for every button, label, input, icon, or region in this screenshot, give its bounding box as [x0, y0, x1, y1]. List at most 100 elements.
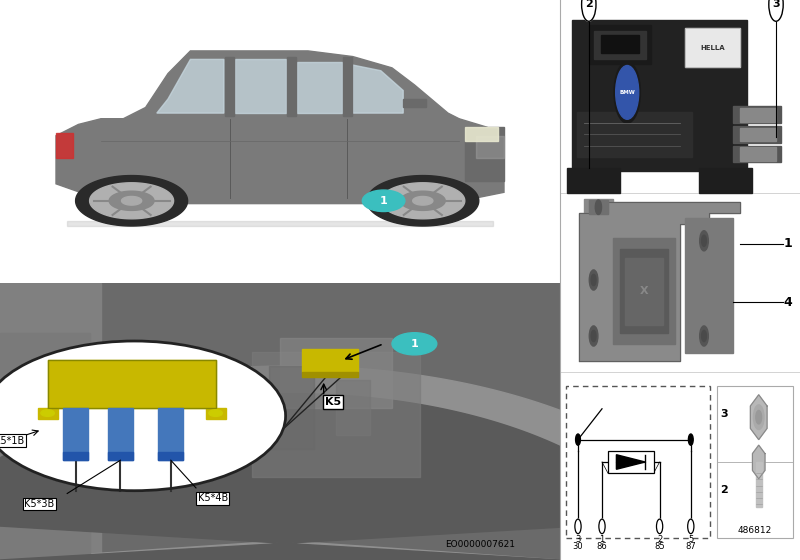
Polygon shape: [620, 249, 668, 333]
Polygon shape: [110, 191, 154, 211]
Circle shape: [616, 66, 638, 119]
Polygon shape: [589, 25, 651, 64]
Circle shape: [702, 330, 706, 342]
Circle shape: [599, 519, 605, 534]
Polygon shape: [625, 258, 663, 325]
Polygon shape: [280, 338, 392, 408]
Text: 1: 1: [599, 535, 605, 544]
Polygon shape: [302, 371, 358, 377]
Text: X: X: [640, 286, 648, 296]
Text: HELLA: HELLA: [700, 45, 725, 50]
Circle shape: [614, 62, 641, 123]
Polygon shape: [225, 57, 234, 116]
Polygon shape: [685, 218, 733, 353]
Text: BMW: BMW: [619, 90, 635, 95]
Text: 85: 85: [654, 542, 665, 551]
Polygon shape: [252, 352, 420, 477]
Polygon shape: [465, 127, 504, 181]
Text: 86: 86: [597, 542, 607, 551]
FancyBboxPatch shape: [566, 386, 710, 538]
Circle shape: [0, 341, 286, 491]
Polygon shape: [733, 126, 781, 143]
Text: 1: 1: [380, 196, 387, 206]
Polygon shape: [403, 99, 426, 108]
Circle shape: [591, 330, 596, 342]
Circle shape: [688, 434, 693, 445]
Circle shape: [590, 326, 598, 346]
Polygon shape: [685, 28, 740, 67]
Circle shape: [688, 519, 694, 534]
Text: 5: 5: [688, 535, 694, 544]
Circle shape: [591, 274, 596, 286]
Polygon shape: [101, 51, 459, 119]
Circle shape: [769, 0, 783, 21]
Polygon shape: [750, 395, 767, 440]
Polygon shape: [401, 191, 446, 211]
Circle shape: [575, 519, 581, 534]
Polygon shape: [56, 119, 504, 204]
Polygon shape: [63, 408, 88, 460]
Circle shape: [700, 326, 708, 346]
Circle shape: [700, 231, 708, 251]
Polygon shape: [740, 147, 776, 161]
Text: 1: 1: [410, 339, 418, 349]
Circle shape: [756, 410, 762, 424]
Polygon shape: [0, 283, 560, 560]
Polygon shape: [157, 59, 224, 113]
Circle shape: [702, 235, 706, 246]
Polygon shape: [342, 57, 352, 116]
Circle shape: [754, 405, 764, 430]
Text: EO0000007621: EO0000007621: [446, 540, 515, 549]
Text: 3: 3: [720, 409, 728, 419]
Polygon shape: [206, 408, 226, 419]
Polygon shape: [381, 183, 465, 219]
Polygon shape: [122, 197, 142, 205]
Polygon shape: [286, 57, 296, 116]
Polygon shape: [48, 361, 216, 408]
Circle shape: [209, 410, 222, 417]
Polygon shape: [740, 108, 776, 122]
Polygon shape: [158, 408, 183, 460]
Text: K5*1B: K5*1B: [0, 436, 25, 446]
Text: 2: 2: [585, 0, 593, 10]
Text: 87: 87: [686, 542, 696, 551]
Circle shape: [392, 333, 437, 355]
Polygon shape: [353, 65, 403, 113]
Text: 30: 30: [573, 542, 583, 551]
Circle shape: [41, 410, 54, 417]
Polygon shape: [108, 452, 133, 460]
Polygon shape: [90, 183, 174, 219]
Polygon shape: [297, 62, 342, 113]
Text: 1: 1: [784, 237, 792, 250]
Text: 4: 4: [784, 296, 792, 309]
Text: K5: K5: [325, 397, 342, 407]
Polygon shape: [577, 112, 692, 157]
Polygon shape: [38, 408, 58, 419]
Polygon shape: [0, 283, 101, 560]
Polygon shape: [733, 146, 781, 162]
Polygon shape: [158, 452, 183, 460]
Polygon shape: [476, 136, 504, 158]
Circle shape: [362, 190, 405, 212]
Polygon shape: [413, 197, 433, 205]
Polygon shape: [755, 462, 762, 507]
Polygon shape: [367, 175, 478, 226]
Polygon shape: [572, 20, 747, 171]
Polygon shape: [733, 106, 781, 123]
Polygon shape: [465, 127, 498, 141]
Polygon shape: [76, 175, 187, 226]
Circle shape: [590, 270, 598, 290]
Polygon shape: [56, 133, 73, 158]
Polygon shape: [584, 199, 613, 218]
Text: 2: 2: [657, 535, 662, 544]
Polygon shape: [613, 238, 675, 344]
Polygon shape: [567, 168, 620, 193]
Polygon shape: [589, 200, 608, 214]
Polygon shape: [67, 221, 493, 226]
Text: 3: 3: [575, 535, 581, 544]
Circle shape: [595, 200, 602, 214]
Text: 486812: 486812: [738, 526, 772, 535]
Polygon shape: [616, 455, 646, 469]
Polygon shape: [0, 394, 659, 560]
Polygon shape: [753, 445, 765, 479]
